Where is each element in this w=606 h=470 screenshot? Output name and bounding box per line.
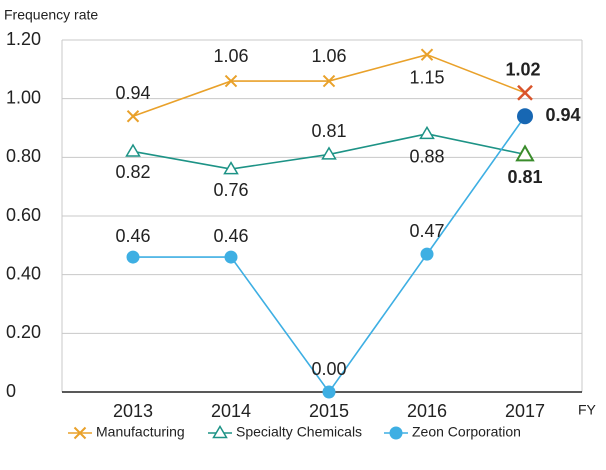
data-label: 0.46 (213, 226, 248, 246)
y-tick-label: 0.40 (6, 263, 41, 283)
y-axis-label: Frequency rate (4, 7, 98, 23)
legend-label: Manufacturing (96, 424, 185, 440)
x-tick-label: 2014 (211, 401, 251, 421)
y-tick-label: 0.60 (6, 205, 41, 225)
data-label: 0.94 (115, 83, 150, 103)
y-tick-label: 0.20 (6, 322, 41, 342)
marker (517, 108, 533, 125)
y-tick-label: 1.20 (6, 29, 41, 49)
x-tick-label: 2015 (309, 401, 349, 421)
x-tick-label: 2013 (113, 401, 153, 421)
data-label: 0.46 (115, 226, 150, 246)
marker (224, 250, 238, 264)
marker (322, 385, 336, 399)
y-tick-label: 0.80 (6, 146, 41, 166)
data-label: 0.88 (409, 147, 444, 167)
data-label: 0.47 (409, 221, 444, 241)
marker (322, 74, 336, 88)
x-tick-label: 2016 (407, 401, 447, 421)
data-label: 1.06 (311, 46, 346, 66)
x-tick-label: 2017 (505, 401, 545, 421)
marker (321, 146, 337, 160)
marker (515, 144, 535, 162)
data-label: 1.06 (213, 46, 248, 66)
data-label: 0.81 (311, 121, 346, 141)
marker (126, 250, 140, 264)
marker (389, 426, 403, 440)
legend-label: Specialty Chemicals (236, 424, 362, 440)
marker (223, 161, 239, 175)
marker (73, 426, 87, 440)
data-label: 0.94 (545, 105, 580, 125)
data-label: 1.15 (409, 67, 444, 87)
marker (420, 48, 434, 61)
legend-label: Zeon Corporation (412, 424, 521, 440)
marker (224, 74, 238, 88)
marker (125, 143, 141, 157)
y-tick-label: 1.00 (6, 87, 41, 107)
marker (419, 125, 435, 140)
y-tick-label: 0 (6, 381, 16, 401)
marker (517, 84, 533, 101)
data-label: 0.76 (213, 180, 248, 200)
marker (212, 425, 228, 439)
data-label: 0.00 (311, 359, 346, 379)
data-label: 0.81 (507, 167, 542, 187)
marker (420, 247, 434, 261)
marker (126, 110, 140, 123)
data-label: 1.02 (505, 60, 540, 80)
x-axis-label: FY (578, 402, 597, 418)
data-label: 0.82 (115, 162, 150, 182)
